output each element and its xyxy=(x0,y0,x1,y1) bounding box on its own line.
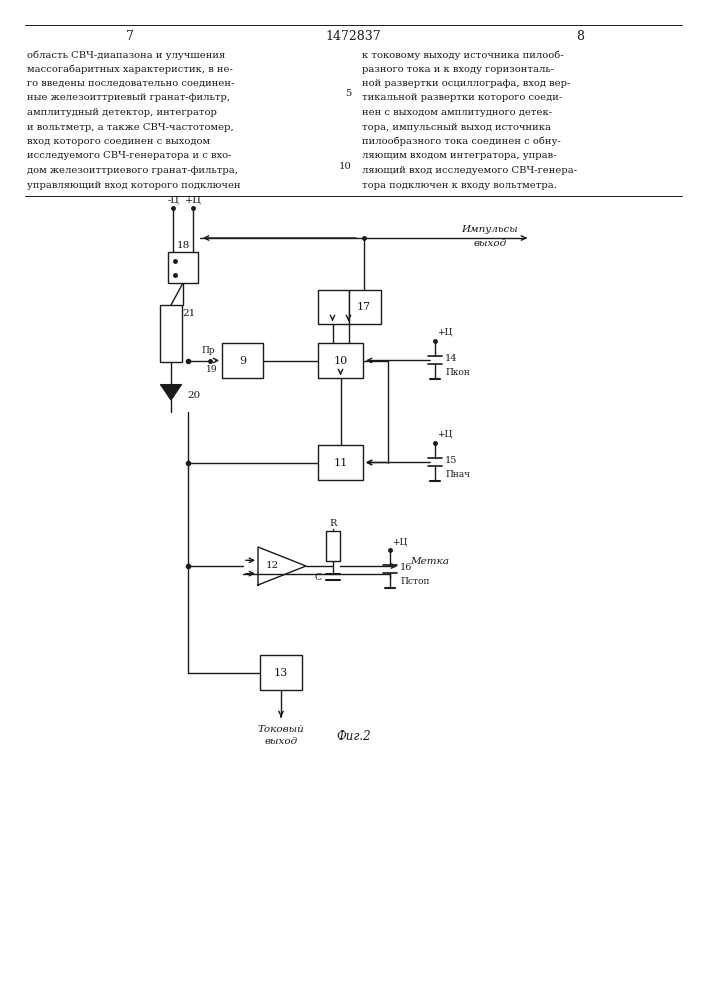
Text: +Ц: +Ц xyxy=(185,196,201,205)
Text: вход которого соединен с выходом: вход которого соединен с выходом xyxy=(27,137,210,146)
Text: 10: 10 xyxy=(339,162,351,171)
Text: амплитудный детектор, интегратор: амплитудный детектор, интегратор xyxy=(27,108,217,117)
Text: 17: 17 xyxy=(357,302,371,312)
Bar xyxy=(326,531,340,561)
Text: тикальной развертки которого соеди-: тикальной развертки которого соеди- xyxy=(362,94,562,103)
Text: ные железоиттриевый гранат-фильтр,: ные железоиттриевый гранат-фильтр, xyxy=(27,94,230,103)
Text: разного тока и к входу горизонталь-: разного тока и к входу горизонталь- xyxy=(362,64,554,74)
Text: 1472837: 1472837 xyxy=(325,30,381,43)
Bar xyxy=(349,290,381,324)
Text: ной развертки осциллографа, вход вер-: ной развертки осциллографа, вход вер- xyxy=(362,79,571,88)
Text: C: C xyxy=(315,572,322,582)
Text: к токовому выходу источника пилооб-: к токовому выходу источника пилооб- xyxy=(362,50,563,60)
Text: выход: выход xyxy=(474,238,507,247)
Text: ляющим входом интегратора, управ-: ляющим входом интегратора, управ- xyxy=(362,151,556,160)
Text: R: R xyxy=(329,520,337,528)
Bar xyxy=(222,343,263,378)
Text: Метка: Метка xyxy=(410,556,449,566)
Text: 20: 20 xyxy=(187,390,200,399)
Text: ляющий вход исследуемого СВЧ-генера-: ляющий вход исследуемого СВЧ-генера- xyxy=(362,166,577,175)
Text: Пр: Пр xyxy=(201,346,215,355)
Text: +Ц: +Ц xyxy=(437,430,452,439)
Text: Токовый: Токовый xyxy=(257,726,305,734)
Text: 13: 13 xyxy=(274,668,288,678)
Text: 5: 5 xyxy=(345,90,351,99)
Text: 11: 11 xyxy=(334,458,348,468)
Text: 10: 10 xyxy=(334,356,348,365)
Text: +Ц: +Ц xyxy=(392,538,407,546)
Text: 8: 8 xyxy=(576,30,584,43)
Text: выход: выход xyxy=(264,738,298,746)
Text: го введены последовательно соединен-: го введены последовательно соединен- xyxy=(27,79,235,88)
Text: 12: 12 xyxy=(265,562,279,570)
Text: 19: 19 xyxy=(206,365,218,374)
Text: управляющий вход которого подключен: управляющий вход которого подключен xyxy=(27,180,240,190)
Bar xyxy=(318,290,349,324)
Polygon shape xyxy=(161,385,181,400)
Text: область СВЧ-диапазона и улучшения: область СВЧ-диапазона и улучшения xyxy=(27,50,226,60)
Text: дом железоиттриевого гранат-фильтра,: дом железоиттриевого гранат-фильтра, xyxy=(27,166,238,175)
Polygon shape xyxy=(258,547,306,585)
Text: исследуемого СВЧ-генератора и с вхо-: исследуемого СВЧ-генератора и с вхо- xyxy=(27,151,231,160)
Bar xyxy=(160,305,182,362)
Text: 18: 18 xyxy=(176,240,189,249)
Text: тора подключен к входу вольтметра.: тора подключен к входу вольтметра. xyxy=(362,180,557,190)
Text: Пнач: Пнач xyxy=(445,470,470,479)
Bar xyxy=(168,252,198,283)
Text: Пкон: Пкон xyxy=(445,368,470,377)
Text: массогабаритных характеристик, в не-: массогабаритных характеристик, в не- xyxy=(27,64,233,74)
Text: +Ц: +Ц xyxy=(437,328,452,337)
Text: Пстоп: Пстоп xyxy=(400,578,429,586)
Text: Фиг.2: Фиг.2 xyxy=(336,730,370,744)
Text: 14: 14 xyxy=(445,354,457,363)
Bar xyxy=(318,343,363,378)
Text: пилообразного тока соединен с обну-: пилообразного тока соединен с обну- xyxy=(362,137,561,146)
Text: 15: 15 xyxy=(445,456,457,465)
Text: 7: 7 xyxy=(126,30,134,43)
Text: нен с выходом амплитудного детек-: нен с выходом амплитудного детек- xyxy=(362,108,552,117)
Text: 21: 21 xyxy=(182,308,196,318)
Text: Импульсы: Импульсы xyxy=(462,225,518,233)
Text: -Ц: -Ц xyxy=(167,196,179,205)
Bar xyxy=(260,655,302,690)
Text: 9: 9 xyxy=(239,356,246,365)
Text: 16: 16 xyxy=(400,564,412,572)
Text: тора, импульсный выход источника: тора, импульсный выход источника xyxy=(362,122,551,131)
Bar xyxy=(318,445,363,480)
Text: и вольтметр, а также СВЧ-частотомер,: и вольтметр, а также СВЧ-частотомер, xyxy=(27,122,234,131)
